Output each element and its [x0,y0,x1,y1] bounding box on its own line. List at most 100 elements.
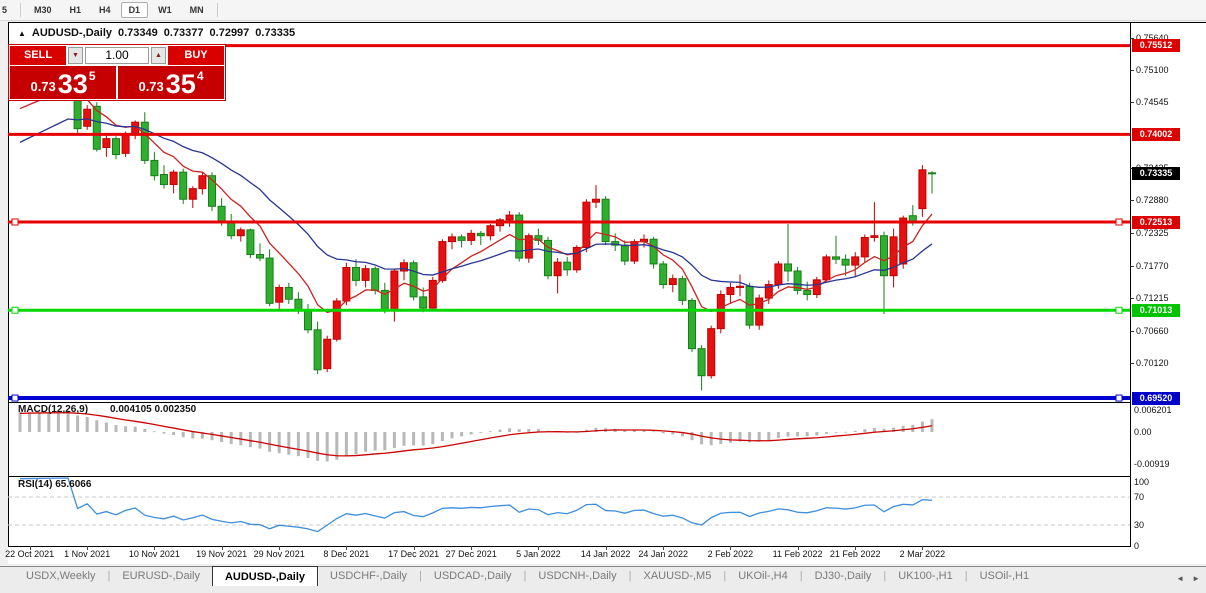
timeframe-button-d1[interactable]: D1 [120,2,149,18]
candle-body-bull [198,175,207,190]
symbol-tab-ukoil-h4[interactable]: UKOil-,H4 [738,570,788,582]
macd-histogram-bar [143,428,147,432]
candle-body-bear [515,214,524,259]
sell-button[interactable]: SELL [10,46,66,65]
symbol-tab-usoil-h1[interactable]: USOil-,H1 [979,570,1030,582]
macd-histogram-bar [815,432,819,436]
main-chart-canvas[interactable] [8,22,1130,402]
time-axis-label: 24 Jan 2022 [638,549,688,559]
timeframe-button-mn[interactable]: MN [189,5,204,15]
macd-histogram-bar [661,432,665,434]
rsi-axis-label: 100 [1134,477,1150,487]
one-click-trade-panel: SELL ▼ 1.00 ▲ BUY 0.73 33 5 0.73 35 4 [8,44,226,101]
macd-histogram-bar [680,432,684,437]
macd-indicator-canvas[interactable] [8,402,1130,476]
level-line-handle[interactable] [11,306,19,314]
macd-histogram-bar [690,432,694,441]
macd-histogram-bar [508,428,512,432]
level-line-handle[interactable] [1115,306,1123,314]
macd-histogram-bar [700,432,704,445]
tab-scroll-right-icon[interactable]: ► [1192,574,1200,583]
level-line-handle[interactable] [1115,394,1123,402]
level-line-handle[interactable] [1115,218,1123,226]
candle-body-bear [544,239,552,277]
macd-histogram-bar [18,412,22,432]
time-axis-tick [730,546,732,550]
macd-histogram-bar [652,431,656,433]
buy-button[interactable]: BUY [168,46,224,65]
rsi-indicator-canvas[interactable] [8,476,1130,546]
macd-histogram-bar [863,429,867,432]
price-level-tag: 0.72513 [1132,215,1180,229]
candle-body-bear [784,263,792,272]
tab-separator: | [723,570,727,582]
macd-histogram-bar [748,432,752,443]
symbol-tab-dj30-daily[interactable]: DJ30-,Daily [814,570,872,582]
macd-histogram-bar [469,432,473,435]
candle-body-bull [860,236,869,258]
level-line-handle[interactable] [11,394,19,402]
macd-histogram-bar [431,432,435,445]
chart-background [8,22,1206,564]
symbol-tabs: USDX,Weekly | EURUSD-,Daily AUDUSD-,Daily US… [0,566,1206,589]
timeframe-button-5[interactable]: 5 [2,5,8,15]
time-axis-label: 29 Nov 2021 [253,549,305,559]
timeframe-button-h1[interactable]: H1 [69,5,82,15]
sell-price-pip: 5 [88,69,96,83]
symbol-tab-usdcad-daily[interactable]: USDCAD-,Daily [433,570,512,582]
symbol-tab-usdx-weekly[interactable]: USDX,Weekly [26,570,96,582]
macd-histogram-bar [412,432,416,446]
timeframe-button-w1[interactable]: W1 [158,5,172,15]
candle-body-bear [457,236,466,241]
candle-body-bear [659,263,668,286]
macd-histogram-bar [47,412,51,432]
macd-histogram-bar [37,412,41,432]
symbol-tab-eurusd-daily[interactable]: EURUSD-,Daily [122,570,200,582]
macd-histogram-bar [901,425,905,432]
time-axis-tick [346,546,348,550]
symbol-tab-uk100-h1[interactable]: UK100-,H1 [898,570,953,582]
collapse-triangle-icon[interactable]: ▲ [18,28,26,38]
symbol-tab-usdchf-daily[interactable]: USDCHF-,Daily [330,570,408,582]
timeframe-button-m30[interactable]: M30 [34,5,52,15]
volume-increase-icon[interactable]: ▲ [151,47,166,64]
timeframe-button-h4[interactable]: H4 [99,5,111,15]
symbol-name: AUDUSD-,Daily [31,27,112,39]
sell-price-big: 33 [57,69,88,99]
time-axis-label: 27 Dec 2021 [445,549,497,559]
candle-body-bull [169,171,178,186]
candle-body-bear [92,105,101,150]
candle-body-bull [726,286,735,296]
level-line-handle[interactable] [11,218,19,226]
candle-body-bull [236,229,245,237]
candle-body-bull [428,279,437,309]
volume-decrease-icon[interactable]: ▼ [68,47,83,64]
symbol-tab-audusd-daily[interactable]: AUDUSD-,Daily [211,566,319,586]
macd-histogram-bar [728,432,732,443]
time-axis-tick [221,546,223,550]
tab-scroll-left-icon[interactable]: ◄ [1176,574,1185,583]
macd-histogram-bar [210,432,214,441]
sell-price-display[interactable]: 0.73 33 5 [10,66,116,99]
symbol-tab-xauusd-m5[interactable]: XAUUSD-,M5 [643,570,712,582]
macd-histogram-bar [767,432,771,441]
candle-body-bear [534,235,543,241]
macd-histogram-bar [709,432,713,446]
candle-body-bull [889,236,898,277]
macd-histogram-bar [133,426,137,432]
toolbar-separator [216,3,218,17]
volume-input[interactable]: 1.00 [85,47,149,64]
macd-histogram-bar [296,432,300,457]
macd-histogram-bar [844,431,848,433]
candle-body-bear [697,348,706,377]
buy-price-display[interactable]: 0.73 35 4 [118,66,224,99]
macd-histogram-bar [392,432,396,449]
symbol-tab-usdcnh-daily[interactable]: USDCNH-,Daily [538,570,617,582]
candle-body-bear [880,235,888,277]
macd-histogram-bar [220,432,224,443]
candle-body-bear [611,241,620,246]
price-axis-label: 0.72325 [1136,228,1169,239]
buy-price-pip: 4 [196,69,204,83]
ma-fast-line [19,86,933,314]
macd-histogram-bar [316,432,320,461]
